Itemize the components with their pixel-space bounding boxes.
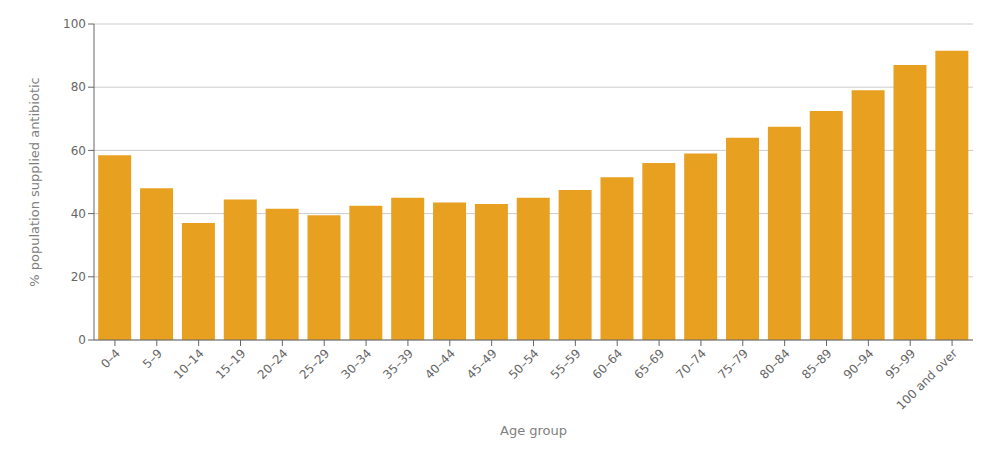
svg-text:20–24: 20–24 xyxy=(255,346,291,382)
svg-text:25–29: 25–29 xyxy=(297,346,333,382)
svg-text:85–89: 85–89 xyxy=(799,346,835,382)
svg-text:55–59: 55–59 xyxy=(548,346,584,382)
svg-text:0–4: 0–4 xyxy=(98,346,123,371)
svg-text:50–54: 50–54 xyxy=(506,346,542,382)
svg-text:60–64: 60–64 xyxy=(590,346,626,382)
svg-text:60: 60 xyxy=(71,144,86,158)
svg-text:% population supplied antibiot: % population supplied antibiotic xyxy=(27,77,42,287)
svg-text:0: 0 xyxy=(78,333,86,347)
svg-text:95–99: 95–99 xyxy=(883,346,919,382)
svg-text:40: 40 xyxy=(71,207,86,221)
svg-text:100 and over: 100 and over xyxy=(894,346,960,412)
svg-text:20: 20 xyxy=(71,270,86,284)
svg-text:45–49: 45–49 xyxy=(464,346,500,382)
svg-text:5–9: 5–9 xyxy=(140,346,165,371)
svg-text:40–44: 40–44 xyxy=(422,346,458,382)
svg-text:35–39: 35–39 xyxy=(380,346,416,382)
svg-text:Age group: Age group xyxy=(500,423,567,438)
svg-text:90–94: 90–94 xyxy=(841,346,877,382)
svg-text:30–34: 30–34 xyxy=(338,346,374,382)
svg-text:80–84: 80–84 xyxy=(757,346,793,382)
svg-text:65–69: 65–69 xyxy=(631,346,667,382)
svg-text:100: 100 xyxy=(63,17,86,31)
svg-text:15–19: 15–19 xyxy=(213,346,249,382)
svg-text:80: 80 xyxy=(71,80,86,94)
svg-text:75–79: 75–79 xyxy=(715,346,751,382)
svg-text:70–74: 70–74 xyxy=(673,346,709,382)
svg-text:10–14: 10–14 xyxy=(171,346,207,382)
